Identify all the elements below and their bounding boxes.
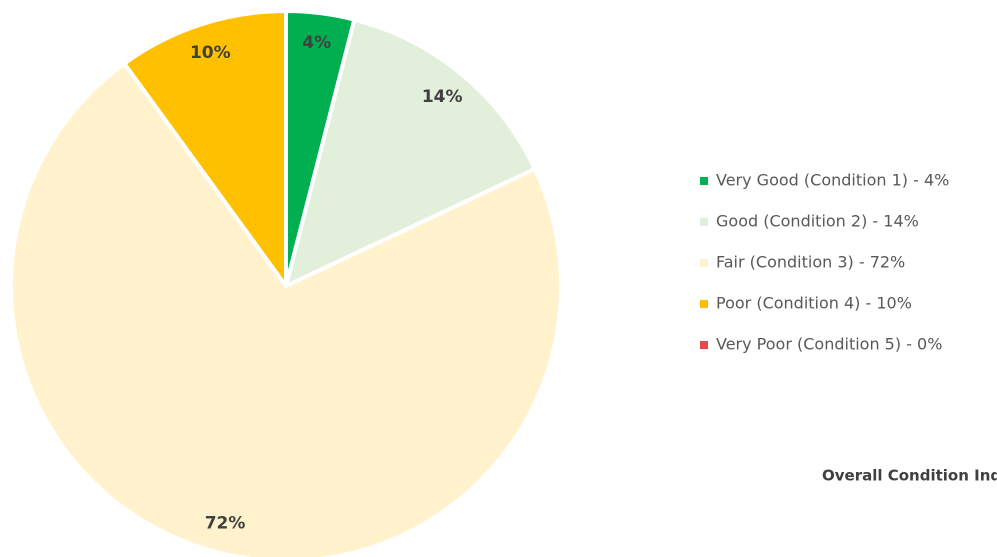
data-label: 72%	[205, 513, 246, 533]
legend-label: Fair (Condition 3) - 72%	[716, 253, 905, 272]
data-label: 14%	[422, 87, 463, 107]
annotation: Overall Condition Index - 2.9	[822, 467, 997, 485]
data-label: 10%	[190, 43, 231, 63]
legend-marker	[700, 177, 708, 185]
legend-marker	[700, 300, 708, 308]
pie-slice	[9, 61, 563, 557]
legend-label: Very Good (Condition 1) - 4%	[716, 171, 949, 190]
legend-label: Poor (Condition 4) - 10%	[716, 294, 912, 313]
data-label: 4%	[302, 33, 331, 53]
legend-marker	[700, 259, 708, 267]
legend-label: Very Poor (Condition 5) - 0%	[716, 335, 942, 354]
legend-marker	[700, 341, 708, 349]
pie-slice	[122, 9, 288, 288]
legend-marker	[700, 218, 708, 226]
pie-slice	[284, 17, 537, 288]
legend-label: Good (Condition 2) - 14%	[716, 212, 919, 231]
